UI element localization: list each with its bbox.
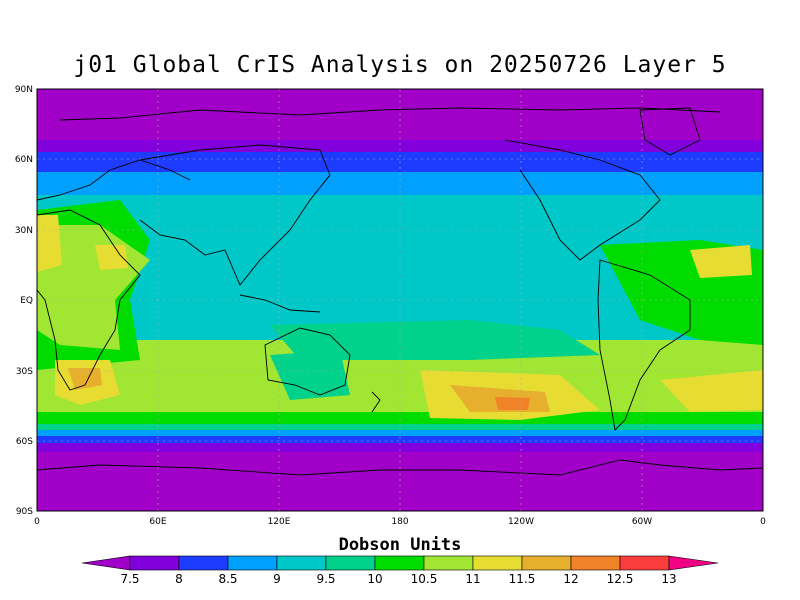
colorbar-label: 8.5 [218,572,237,586]
lat-tick-label: 30S [16,367,33,377]
coastlines [37,107,763,476]
blob-sahara-yellow [37,215,62,272]
colorbar-swatch [227,555,278,571]
blob-pacific-seagreen [270,320,600,360]
coast-north-america [504,139,661,261]
colorbar-labels: 7.5 8 8.5 9 9.5 10 10.5 11 11.5 12 12.5 … [120,572,676,586]
coast-antarctica [37,459,763,476]
coast-australia [264,327,351,396]
colorbar-swatch [325,555,376,571]
plot-frame [36,88,764,512]
colorbar-title: Dobson Units [338,535,462,555]
coast-new-zealand [371,391,381,413]
band-south-blue [37,436,763,444]
coast-europe [37,159,191,201]
coast-greenland [639,107,701,156]
colorbar-high-arrow [668,555,719,571]
coast-arctic-north [59,107,721,121]
colorbar-swatch [521,555,572,571]
band-south-polar [37,452,763,511]
lon-axis: 0 60E 120E 180 120W 60W 0 [34,517,766,527]
lat-axis: 90N 60N 30N EQ 30S 60S 90S [15,85,33,517]
colorbar-label: 10 [367,572,382,586]
gridlines [37,89,763,511]
colorbar-swatch [570,555,621,571]
lat-tick-label: 30N [15,226,33,236]
colorbar-swatch [178,555,229,571]
colorbar-swatch [374,555,425,571]
lon-tick-label: 0 [34,517,40,527]
map-title: j01 Global CrIS Analysis on 20250726 Lay… [73,52,727,78]
coast-asia [139,144,331,286]
blob-north-atlantic-yellow [690,245,752,278]
colorbar-label: 11.5 [509,572,536,586]
colorbar-swatch [423,555,474,571]
band-south-cyan [37,430,763,438]
blob-south-pacific-darkorange [495,397,530,410]
lat-tick-label: 90N [15,85,33,95]
colorbar-label: 8 [175,572,183,586]
colorbar-label: 12.5 [607,572,634,586]
colorbar-label: 13 [661,572,676,586]
lat-tick-label: 60S [16,437,33,447]
lat-tick-label: 90S [16,507,33,517]
colorbar-label: 11 [465,572,480,586]
blob-south-atlantic-yellow [660,370,763,412]
lat-tick-label: EQ [20,296,33,306]
colorbar-label: 7.5 [120,572,139,586]
lon-tick-label: 0 [760,517,766,527]
colorbar-swatch [276,555,327,571]
colorbar-label: 12 [563,572,578,586]
band-south-seagreen [37,424,763,434]
colorbar-swatch [472,555,523,571]
blob-australia-seagreen [270,350,350,400]
coast-africa [37,209,141,391]
blob-arabia-yellow [95,245,128,270]
lon-tick-label: 60E [149,517,166,527]
colorbar-label: 9.5 [316,572,335,586]
lat-tick-label: 60N [15,155,33,165]
coast-south-america [597,259,691,431]
band-south-purple [37,443,763,453]
lon-tick-label: 120E [268,517,291,527]
lon-tick-label: 180 [391,517,408,527]
blob-south-africa-orange [68,368,102,390]
coast-indonesia [239,294,321,313]
colorbar-label: 10.5 [411,572,438,586]
colorbar-swatch [129,555,180,571]
colorbar-swatch [619,555,670,571]
colorbar-low-arrow [81,555,131,571]
colorbar [81,555,719,571]
lon-tick-label: 60W [632,517,652,527]
lon-tick-label: 120W [508,517,534,527]
colorbar-label: 9 [273,572,281,586]
